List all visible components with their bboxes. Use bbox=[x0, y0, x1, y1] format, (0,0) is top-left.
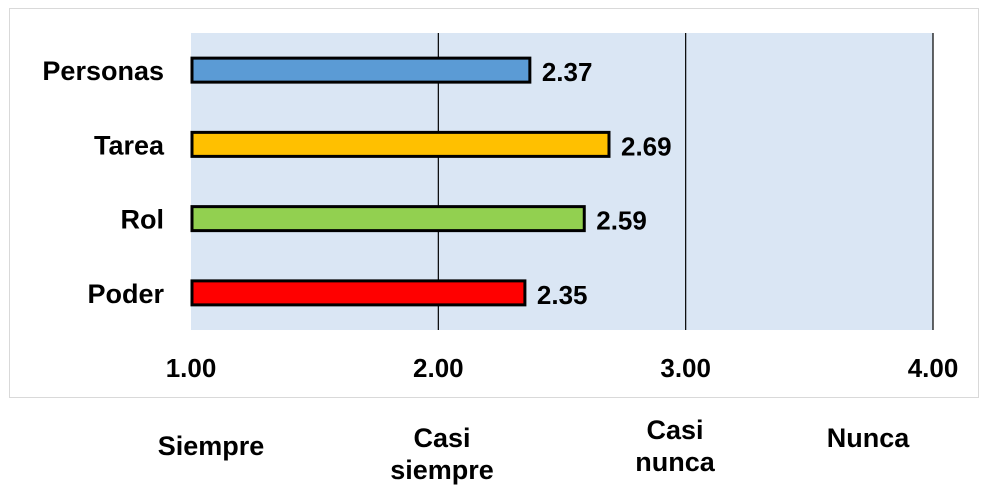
category-label: Poder bbox=[87, 279, 164, 309]
scale-label: Nunca bbox=[826, 423, 910, 453]
category-labels: Personas Tarea Rol Poder bbox=[42, 56, 165, 309]
scale-label: Casi siempre bbox=[390, 423, 494, 485]
category-label: Tarea bbox=[94, 130, 165, 160]
x-tick-label: 4.00 bbox=[908, 353, 959, 383]
x-tick-label: 2.00 bbox=[413, 353, 464, 383]
scale-label: Casi nunca bbox=[635, 415, 715, 477]
value-label: 2.69 bbox=[621, 131, 672, 161]
bars bbox=[190, 56, 611, 307]
category-label: Personas bbox=[42, 56, 164, 86]
bar bbox=[190, 130, 611, 158]
x-tick-labels: 1.00 2.00 3.00 4.00 bbox=[166, 353, 959, 383]
value-label: 2.35 bbox=[537, 280, 588, 310]
bar bbox=[190, 205, 586, 233]
value-label: 2.37 bbox=[542, 57, 593, 87]
value-label: 2.59 bbox=[596, 206, 647, 236]
x-tick-label: 1.00 bbox=[166, 353, 217, 383]
scale-label: Siempre bbox=[157, 431, 265, 461]
bar bbox=[190, 279, 527, 307]
x-tick-label: 3.00 bbox=[660, 353, 711, 383]
bar bbox=[190, 56, 532, 84]
category-label: Rol bbox=[121, 205, 165, 235]
value-labels: 2.37 2.69 2.59 2.35 bbox=[537, 57, 672, 310]
